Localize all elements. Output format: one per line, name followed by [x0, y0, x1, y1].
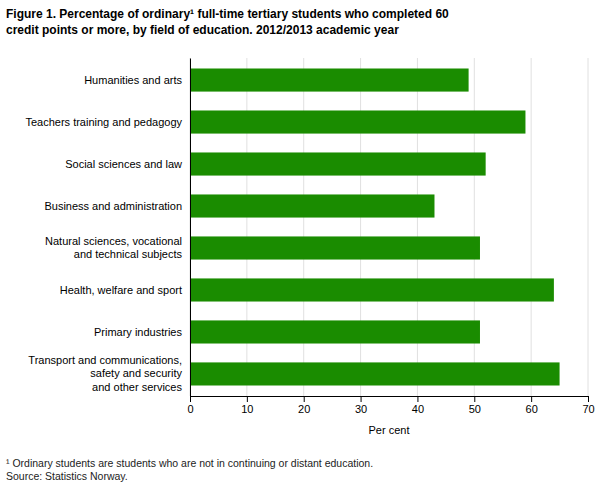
x-tick-label: 20 — [298, 403, 310, 415]
y-tick-label: Primary industries — [94, 325, 183, 337]
x-tick-mark — [531, 396, 532, 402]
chart-container: Figure 1. Percentage of ordinary¹ full-t… — [0, 0, 610, 488]
x-tick: 0 — [187, 396, 193, 415]
y-tick: Primary industries — [94, 325, 190, 337]
x-tick: 40 — [412, 396, 424, 415]
bar — [190, 278, 554, 301]
x-tick-label: 10 — [241, 403, 253, 415]
y-tick: Teachers training and pedagogy — [25, 116, 190, 128]
x-tick-label: 30 — [355, 403, 367, 415]
y-tick-label: Social sciences and law — [65, 158, 182, 170]
y-tick-label: Health, welfare and sport — [60, 284, 182, 296]
grid-line — [531, 58, 532, 396]
grid-line — [246, 58, 247, 396]
x-tick-label: 70 — [582, 403, 594, 415]
footnote: ¹ Ordinary students are students who are… — [6, 457, 373, 482]
grid-line — [474, 58, 475, 396]
bar — [190, 68, 469, 91]
y-tick: Business and administration — [44, 200, 190, 212]
chart: Figure 1. Percentage of ordinary¹ full-t… — [0, 0, 610, 488]
bar — [190, 362, 560, 385]
y-tick: Natural sciences, vocationaland technica… — [45, 235, 190, 260]
x-tick-mark — [247, 396, 248, 402]
x-tick: 20 — [298, 396, 310, 415]
x-tick: 60 — [526, 396, 538, 415]
x-tick-label: 60 — [526, 403, 538, 415]
x-tick-label: 40 — [412, 403, 424, 415]
y-tick-label: Natural sciences, vocationaland technica… — [45, 235, 182, 260]
y-tick: Health, welfare and sport — [60, 284, 190, 296]
grid-line — [190, 58, 191, 396]
grid — [190, 58, 588, 396]
grid-line — [303, 58, 304, 396]
x-tick-mark — [304, 396, 305, 402]
x-tick: 70 — [582, 396, 594, 415]
y-tick: Humanities and arts — [84, 74, 190, 86]
x-axis: 0 10 20 30 40 50 60 70 — [187, 396, 594, 415]
x-tick: 50 — [469, 396, 481, 415]
x-axis-title: Per cent — [369, 424, 410, 436]
x-tick-label: 50 — [469, 403, 481, 415]
y-axis-line — [190, 59, 191, 397]
x-tick-mark — [417, 396, 418, 402]
y-tick: Social sciences and law — [65, 158, 190, 170]
plot-area: 0 10 20 30 40 50 60 70 Per cent Transport and com… — [25, 58, 594, 436]
x-tick: 30 — [355, 396, 367, 415]
bar — [190, 110, 525, 133]
bar — [190, 236, 480, 259]
bar — [190, 194, 434, 217]
bar — [190, 152, 486, 175]
grid-line — [360, 58, 361, 396]
bar — [190, 320, 480, 343]
x-tick-label: 0 — [187, 403, 193, 415]
y-tick-label: Transport and communications,safety and … — [28, 354, 182, 392]
y-tick-label: Teachers training and pedagogy — [25, 116, 182, 128]
y-tick-label: Humanities and arts — [84, 74, 182, 86]
y-tick-label: Business and administration — [44, 200, 182, 212]
title: Figure 1. Percentage of ordinary¹ full-t… — [6, 7, 449, 37]
y-axis: Transport and communications,safety and … — [25, 59, 190, 397]
x-tick-mark — [474, 396, 475, 402]
x-tick-mark — [361, 396, 362, 402]
x-tick-mark — [588, 396, 589, 402]
x-tick-mark — [190, 396, 191, 402]
grid-line — [588, 58, 589, 396]
grid-line — [417, 58, 418, 396]
x-axis-line — [191, 397, 589, 403]
bars — [190, 68, 560, 385]
y-tick: Transport and communications,safety and … — [28, 354, 190, 392]
x-tick: 10 — [241, 396, 253, 415]
